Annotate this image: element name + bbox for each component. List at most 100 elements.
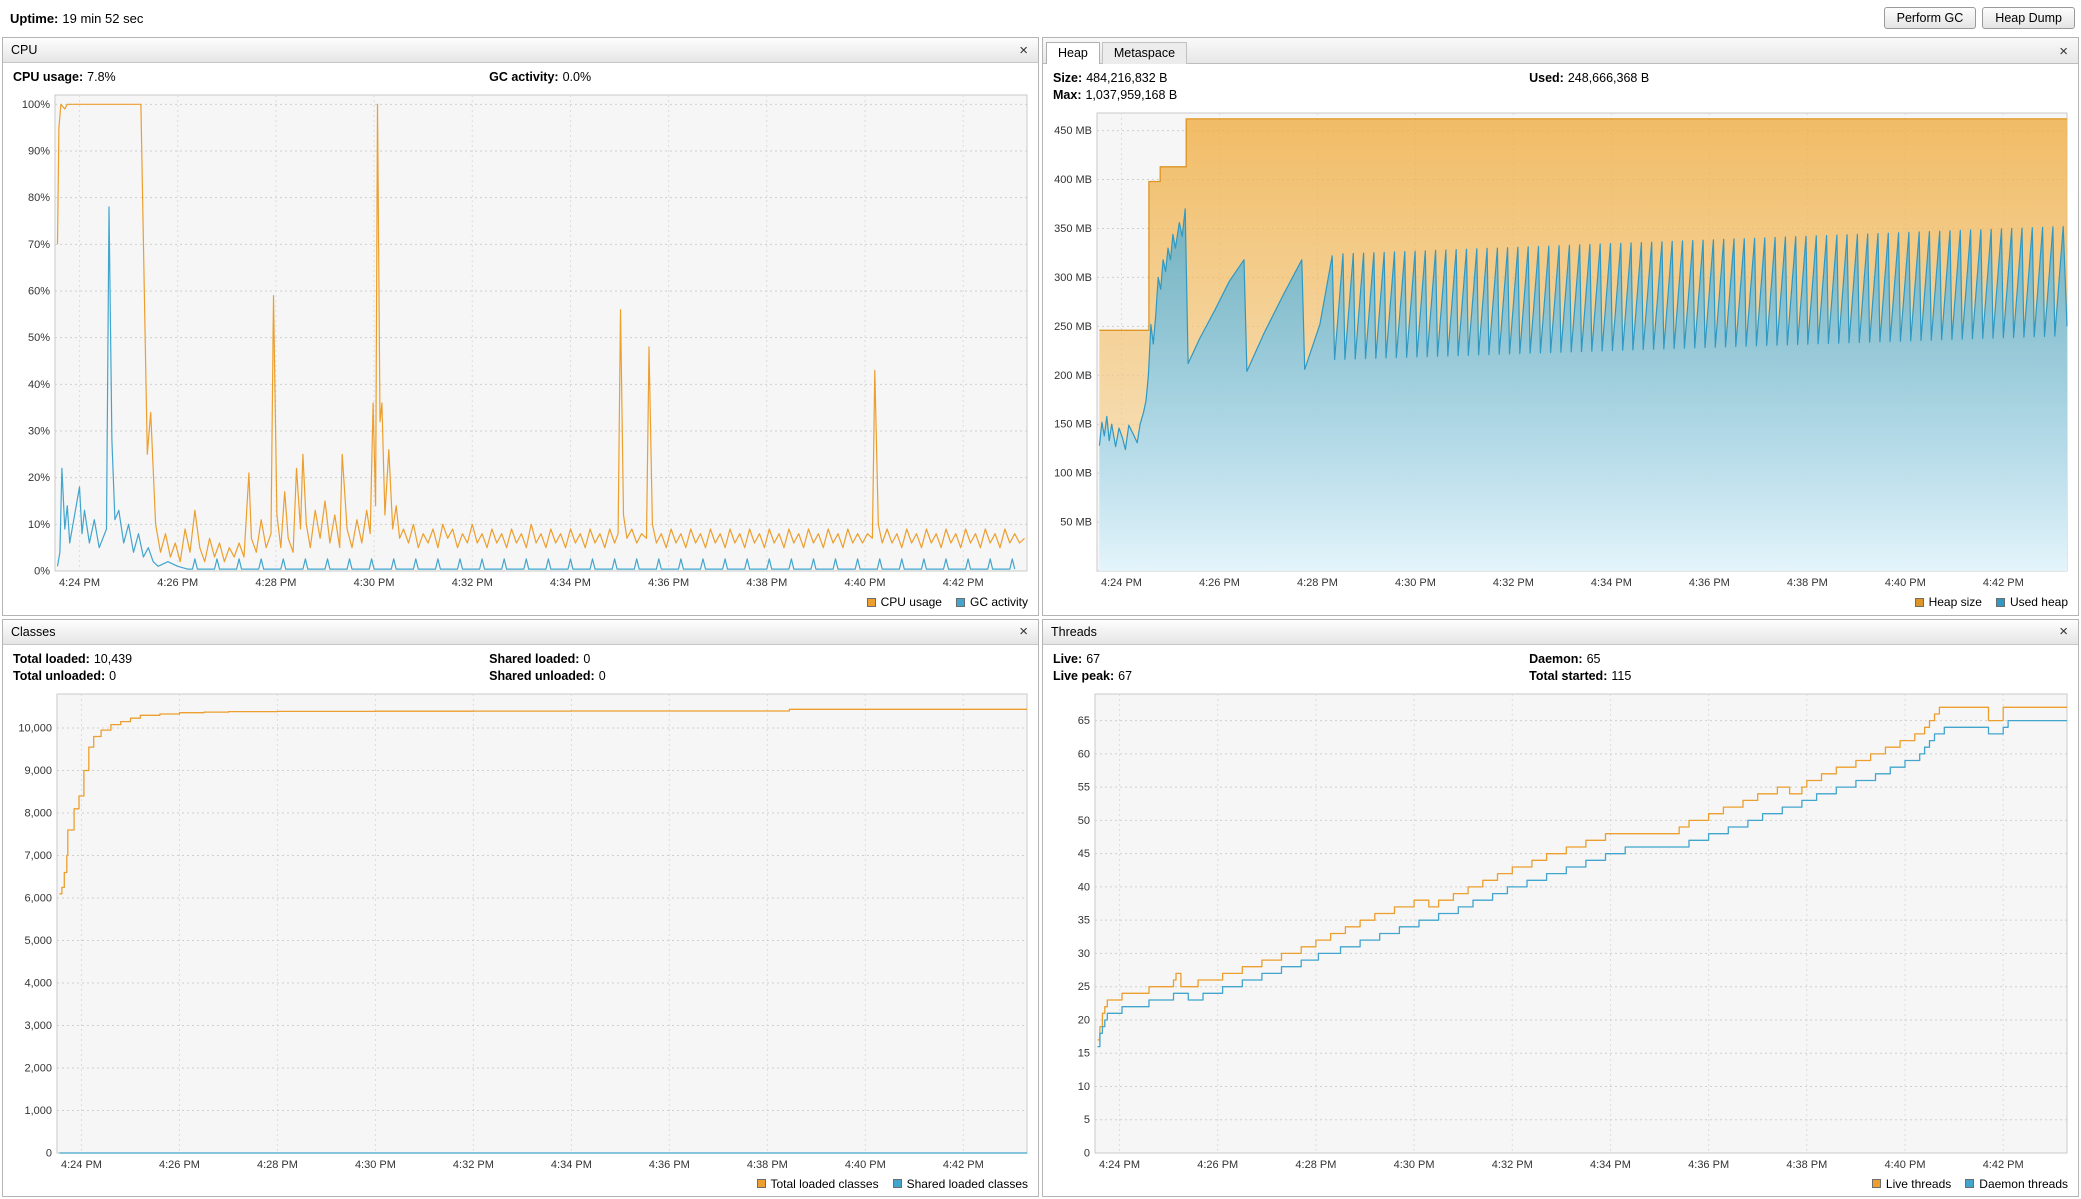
tab-metaspace[interactable]: Metaspace [1101,42,1188,64]
threads-panel-title: Threads [1051,624,1097,639]
svg-text:450 MB: 450 MB [1054,125,1092,137]
heap-max-value: 1,037,959,168 B [1085,88,1178,102]
svg-text:400 MB: 400 MB [1054,174,1092,186]
legend-label: Shared loaded classes [906,1176,1028,1191]
cpu-chart: 4:24 PM 4:26 PM 4:28 PM 4:30 PM 4:32 PM 4:34 … [5,89,1036,594]
svg-text:4:24 PM: 4:24 PM [59,577,100,589]
cpu-panel-titlebar: CPU × [3,38,1038,63]
heap-size-swatch-icon [1914,597,1924,607]
svg-text:4:24 PM: 4:24 PM [61,1159,102,1171]
cpu-panel-title: CPU [11,43,38,57]
svg-text:4:40 PM: 4:40 PM [845,577,886,589]
legend-label: Live threads [1885,1176,1952,1191]
legend-label: GC activity [969,595,1028,609]
svg-text:4:28 PM: 4:28 PM [255,577,296,589]
svg-text:4:34 PM: 4:34 PM [550,577,591,589]
svg-text:4:30 PM: 4:30 PM [354,577,395,589]
svg-text:90%: 90% [28,146,50,158]
svg-text:4:30 PM: 4:30 PM [1394,1159,1435,1171]
svg-text:4:34 PM: 4:34 PM [551,1159,592,1171]
total-started-stat: Total started: 115 [1529,668,2066,685]
total-unloaded-value: 0 [109,668,117,683]
svg-text:50%: 50% [28,332,50,344]
svg-text:4:26 PM: 4:26 PM [157,577,198,589]
live-threads-stat: Live: 67 [1053,651,1529,668]
svg-text:4:28 PM: 4:28 PM [1297,577,1338,589]
total-loaded-stat: Total loaded: 10,439 [13,651,489,668]
shared-unloaded-stat: Shared unloaded: 0 [489,668,1026,685]
close-icon[interactable]: × [2059,623,2068,640]
svg-text:100%: 100% [22,99,50,111]
svg-text:4:30 PM: 4:30 PM [355,1159,396,1171]
tab-heap[interactable]: Heap [1046,42,1100,64]
legend-item: CPU usage [866,595,942,609]
svg-text:200 MB: 200 MB [1054,370,1092,382]
svg-text:250 MB: 250 MB [1054,321,1092,333]
svg-text:4:28 PM: 4:28 PM [1295,1159,1336,1171]
panels-grid: CPU × CPU usage: 7.8% GC activity: 0.0% 4:… [0,36,2081,1199]
svg-text:60%: 60% [28,286,50,298]
svg-text:10: 10 [1078,1080,1090,1092]
svg-text:4:42 PM: 4:42 PM [943,577,984,589]
svg-text:4:24 PM: 4:24 PM [1099,1159,1140,1171]
live-threads-value: 67 [1086,651,1101,666]
cpu-legend: CPU usage GC activity [3,594,1038,615]
classes-stats: Total loaded: 10,439 Shared loaded: 0 Tota… [3,645,1038,688]
svg-text:1,000: 1,000 [24,1105,52,1117]
svg-text:4:24 PM: 4:24 PM [1101,577,1142,589]
svg-text:4:32 PM: 4:32 PM [453,1159,494,1171]
total-unloaded-stat: Total unloaded: 0 [13,668,489,685]
total-started-value: 115 [1611,668,1632,683]
svg-text:50 MB: 50 MB [1060,517,1092,529]
live-peak-label: Live peak: [1053,668,1115,683]
close-icon[interactable]: × [1019,623,1028,640]
topbar: Uptime: 19 min 52 sec Perform GC Heap Dum… [0,0,2081,36]
svg-text:350 MB: 350 MB [1054,223,1092,235]
shared-unloaded-value: 0 [598,668,606,683]
svg-text:10,000: 10,000 [18,722,52,734]
svg-text:6,000: 6,000 [24,892,52,904]
svg-text:4:38 PM: 4:38 PM [747,1159,788,1171]
svg-text:4:38 PM: 4:38 PM [746,577,787,589]
live-peak-value: 67 [1118,668,1133,683]
svg-text:4:42 PM: 4:42 PM [943,1159,984,1171]
total-loaded-swatch-icon [756,1179,766,1188]
svg-text:7,000: 7,000 [24,850,52,862]
svg-text:70%: 70% [28,239,50,251]
svg-text:10%: 10% [28,519,50,531]
cpu-panel: CPU × CPU usage: 7.8% GC activity: 0.0% 4:… [2,37,1039,616]
daemon-threads-stat: Daemon: 65 [1529,651,2066,668]
live-threads-swatch-icon [1871,1179,1881,1188]
svg-text:0: 0 [46,1147,52,1159]
svg-text:4:40 PM: 4:40 PM [845,1159,886,1171]
svg-text:35: 35 [1078,914,1090,926]
legend-item: GC activity [955,595,1028,609]
cpu-usage-value: 7.8% [87,70,116,84]
gc-activity-swatch-icon [955,597,965,607]
heap-dump-button[interactable]: Heap Dump [1982,7,2075,29]
heap-size-label: Size: [1053,71,1083,85]
perform-gc-button[interactable]: Perform GC [1883,7,1977,29]
svg-text:4:36 PM: 4:36 PM [1688,1159,1729,1171]
svg-text:4:30 PM: 4:30 PM [1395,577,1436,589]
svg-text:4:36 PM: 4:36 PM [648,577,689,589]
svg-text:4:40 PM: 4:40 PM [1885,1159,1926,1171]
classes-legend: Total loaded classes Shared loaded class… [3,1175,1038,1196]
close-icon[interactable]: × [1019,41,1028,59]
svg-text:4:40 PM: 4:40 PM [1885,577,1926,589]
close-icon[interactable]: × [2059,43,2068,60]
heap-stats: Size: 484,216,832 B Used: 248,666,368 B Ma… [1043,64,2078,107]
threads-chart: 4:24 PM 4:26 PM 4:28 PM 4:30 PM 4:32 PM 4:34 … [1045,688,2076,1176]
heap-size-value: 484,216,832 B [1086,71,1168,85]
total-unloaded-label: Total unloaded: [13,668,106,683]
legend-item: Shared loaded classes [892,1176,1028,1191]
svg-text:50: 50 [1078,814,1090,826]
svg-text:3,000: 3,000 [24,1020,52,1032]
svg-text:30: 30 [1078,947,1090,959]
heap-size-stat: Size: 484,216,832 B [1053,70,1529,87]
legend-label: Total loaded classes [770,1176,879,1191]
svg-text:8,000: 8,000 [24,807,52,819]
shared-loaded-stat: Shared loaded: 0 [489,651,1026,668]
svg-text:15: 15 [1078,1047,1090,1059]
